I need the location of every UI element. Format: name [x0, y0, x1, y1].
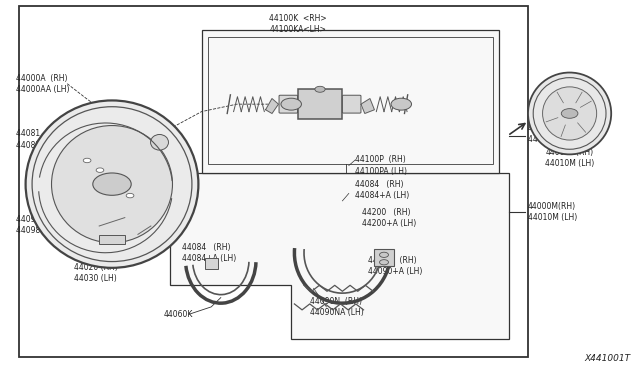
Text: 44000M(RH)
44010M (LH): 44000M(RH) 44010M (LH)	[545, 148, 594, 168]
Bar	[202, 30, 499, 173]
Text: 44000M(RH)
44010M (LH): 44000M(RH) 44010M (LH)	[528, 202, 577, 222]
Circle shape	[96, 168, 104, 172]
Text: 44020 (RH)
44030 (LH): 44020 (RH) 44030 (LH)	[74, 263, 117, 283]
FancyBboxPatch shape	[374, 249, 394, 266]
Text: X441001T: X441001T	[584, 354, 630, 363]
Text: 44000M(RH)
44010M (LH): 44000M(RH) 44010M (LH)	[528, 124, 577, 144]
Text: 44200   (RH)
44200+A (LH): 44200 (RH) 44200+A (LH)	[362, 208, 416, 228]
Bar	[19, 6, 528, 357]
Circle shape	[380, 252, 388, 257]
Circle shape	[315, 86, 325, 92]
FancyBboxPatch shape	[99, 235, 125, 244]
Text: 44084   (RH)
44084+A (LH): 44084 (RH) 44084+A (LH)	[355, 180, 410, 200]
Polygon shape	[266, 99, 278, 113]
Ellipse shape	[51, 125, 173, 243]
Ellipse shape	[150, 134, 168, 150]
Text: 44084   (RH)
44084+A (LH): 44084 (RH) 44084+A (LH)	[182, 243, 237, 263]
Polygon shape	[170, 173, 509, 339]
Ellipse shape	[528, 73, 611, 154]
Polygon shape	[361, 99, 374, 113]
Text: 44100K  <RH>
44100KA<LH>: 44100K <RH> 44100KA<LH>	[269, 14, 326, 34]
FancyBboxPatch shape	[298, 89, 342, 119]
Circle shape	[391, 98, 412, 110]
Text: 44081   (RH)
44081+A (LH): 44081 (RH) 44081+A (LH)	[16, 129, 70, 150]
FancyBboxPatch shape	[205, 258, 218, 269]
Ellipse shape	[543, 87, 596, 140]
Text: 44090N  (RH)
44090NA (LH): 44090N (RH) 44090NA (LH)	[310, 297, 364, 317]
Circle shape	[281, 98, 301, 110]
Circle shape	[561, 109, 578, 118]
Text: 44000A  (RH)
44000AA (LH): 44000A (RH) 44000AA (LH)	[16, 74, 70, 94]
FancyBboxPatch shape	[342, 95, 361, 113]
Text: 44090   (RH)
44090+A (LH): 44090 (RH) 44090+A (LH)	[368, 256, 422, 276]
Text: 44098   (RH)
44098+A (LH): 44098 (RH) 44098+A (LH)	[16, 215, 70, 235]
FancyBboxPatch shape	[279, 95, 298, 113]
Circle shape	[126, 193, 134, 198]
Ellipse shape	[26, 100, 198, 268]
Text: 44060K: 44060K	[163, 310, 193, 319]
Text: 44100P  (RH)
44100PA (LH): 44100P (RH) 44100PA (LH)	[355, 155, 407, 176]
Circle shape	[380, 260, 388, 265]
Bar	[208, 37, 493, 164]
Circle shape	[83, 158, 91, 163]
Circle shape	[93, 173, 131, 195]
